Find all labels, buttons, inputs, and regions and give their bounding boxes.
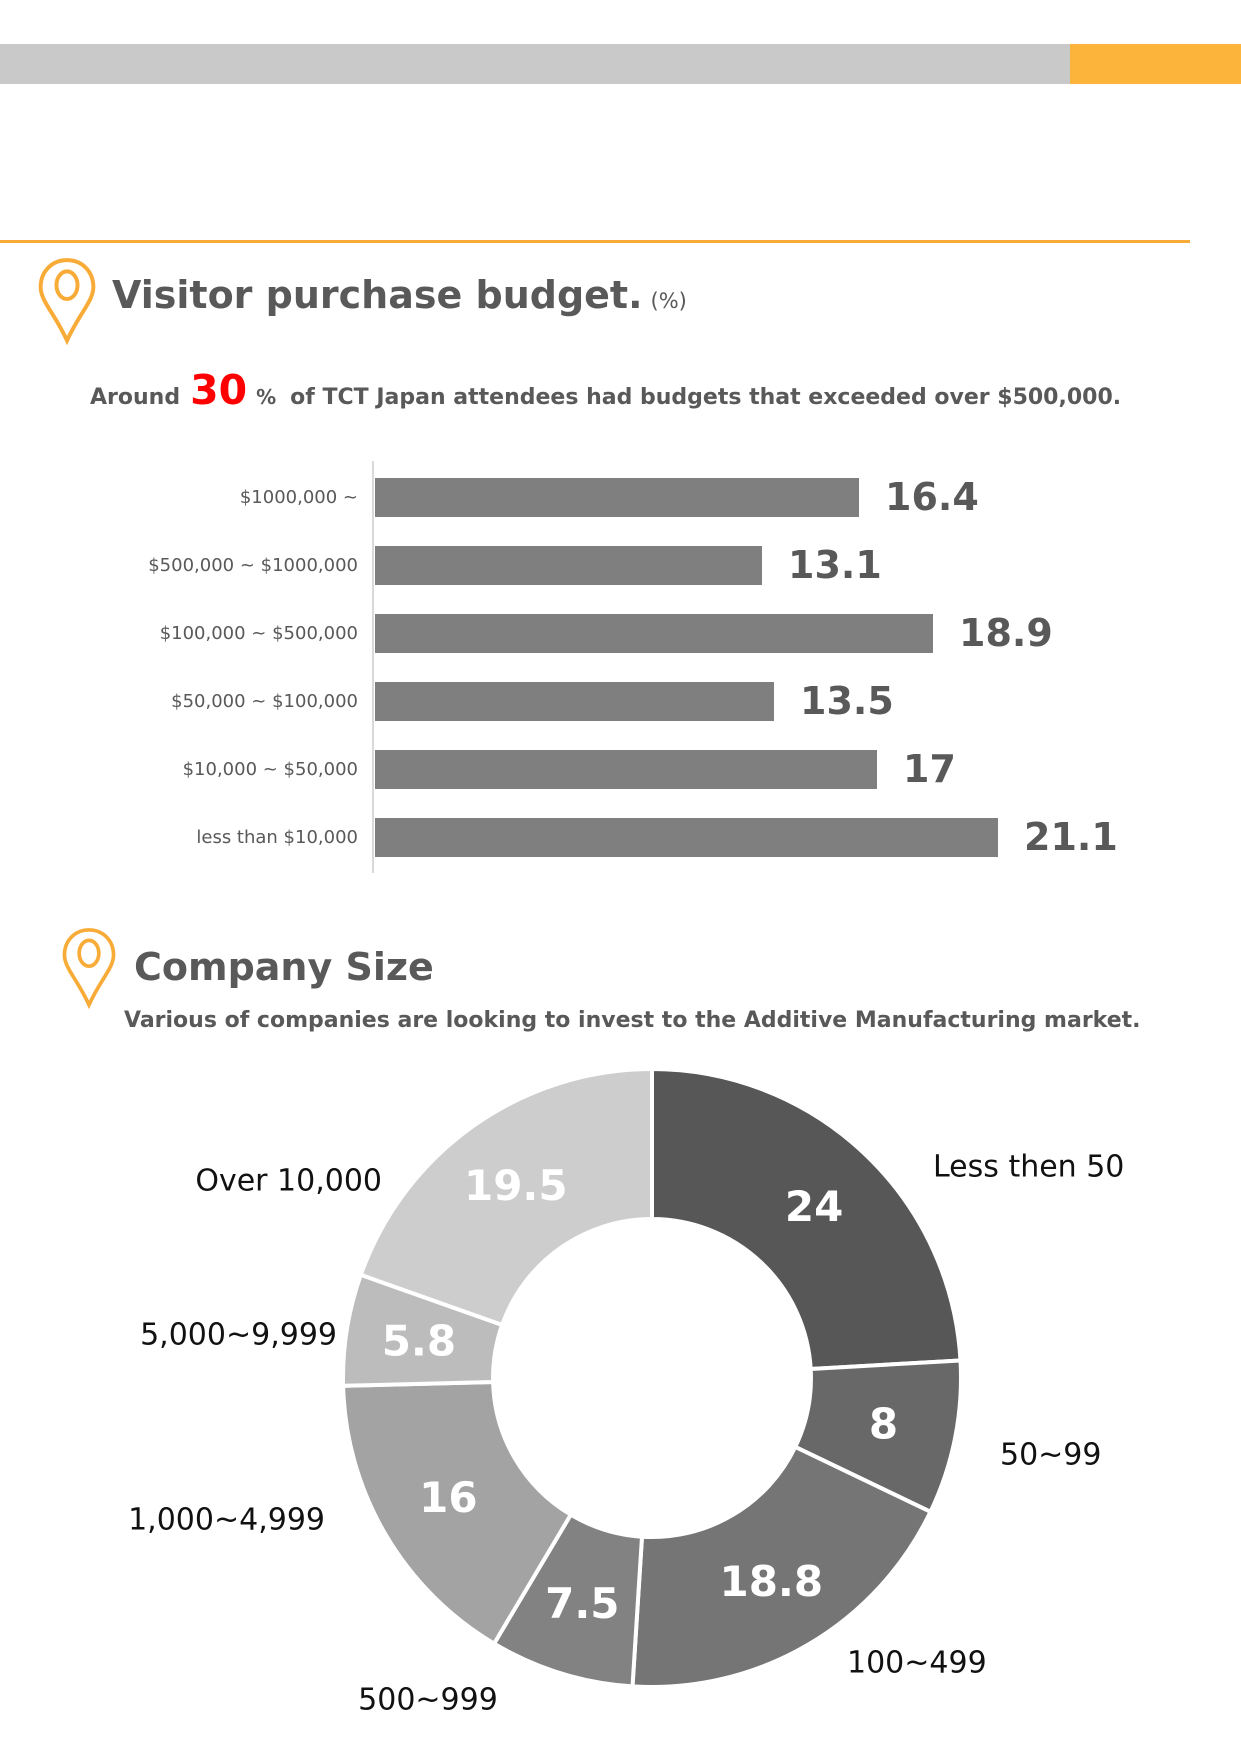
donut-category-label: 50~99 — [1000, 1438, 1101, 1473]
donut-value-label: 19.5 — [464, 1161, 568, 1210]
donut-segment — [341, 1379, 574, 1647]
bar-category-label: $1000,000 ~ — [239, 486, 358, 508]
bar-row: $1000,000 ~ 16.4 — [0, 463, 1140, 531]
budget-section-title: Visitor purchase budget. (%) — [112, 273, 687, 318]
budget-subtitle-prefix: Around — [90, 385, 181, 410]
section-divider-line — [0, 240, 1190, 243]
company-title-text: Company Size — [134, 945, 434, 989]
bar-value-label: 16.4 — [885, 475, 979, 519]
bar-value-label: 13.1 — [788, 543, 882, 587]
budget-subtitle-percent: % — [256, 385, 277, 409]
bar-category-label: $10,000 ~ $50,000 — [182, 758, 358, 780]
donut-category-label: Over 10,000 — [195, 1164, 382, 1199]
bar-value-label: 13.5 — [800, 679, 894, 723]
donut-value-label: 8 — [869, 1399, 898, 1448]
donut-value-label: 7.5 — [545, 1579, 619, 1628]
bar-row: less than $10,000 21.1 — [0, 803, 1140, 871]
bar — [375, 817, 998, 857]
donut-segment — [630, 1444, 934, 1689]
bar-category-label: $500,000 ~ $1000,000 — [148, 554, 358, 576]
bar-value-label: 18.9 — [959, 611, 1053, 655]
bar-row: $10,000 ~ $50,000 17 — [0, 735, 1140, 803]
donut-value-label: 24 — [785, 1182, 843, 1231]
map-pin-icon — [38, 258, 96, 345]
bar — [375, 545, 762, 585]
budget-title-text: Visitor purchase budget. — [112, 273, 643, 317]
bar — [375, 613, 933, 653]
bar-category-label: less than $10,000 — [196, 826, 358, 848]
donut-category-label: Less then 50 — [933, 1150, 1124, 1185]
budget-subtitle: Around 30% of TCT Japan attendees had budg… — [90, 366, 1121, 414]
donut-value-label: 18.8 — [719, 1557, 823, 1606]
header-accent-block — [1070, 44, 1241, 84]
company-section-title: Company Size — [134, 945, 434, 990]
donut-value-label: 5.8 — [382, 1316, 456, 1365]
bar-row: $100,000 ~ $500,000 18.9 — [0, 599, 1140, 667]
bar-row: $500,000 ~ $1000,000 13.1 — [0, 531, 1140, 599]
donut-category-label: 500~999 — [358, 1683, 498, 1718]
bar — [375, 681, 774, 721]
donut-segment — [358, 1066, 654, 1328]
company-subtitle: Various of companies are looking to inve… — [124, 1008, 1141, 1033]
donut-category-label: 1,000~4,999 — [128, 1503, 325, 1538]
donut-value-label: 16 — [419, 1473, 477, 1522]
budget-bar-chart: $1000,000 ~16.4 $500,000 ~ $1000,000 13.1 $… — [0, 461, 1140, 873]
bar — [375, 749, 877, 789]
chart-axis-line — [372, 461, 374, 873]
donut-segment — [650, 1066, 963, 1372]
company-size-donut-chart: 24 Less then 50 8 50~99 18.8 100~499 7.5 500~99… — [128, 1066, 1124, 1718]
bar — [375, 477, 859, 517]
donut-category-label: 100~499 — [847, 1646, 987, 1681]
map-pin-icon — [62, 928, 116, 1010]
budget-title-unit: (%) — [650, 289, 687, 313]
bar-category-label: $50,000 ~ $100,000 — [171, 690, 358, 712]
donut-category-label: 5,000~9,999 — [140, 1318, 337, 1353]
budget-subtitle-highlight: 30 — [190, 366, 248, 414]
header-bar — [0, 44, 1070, 84]
bar-value-label: 17 — [903, 747, 956, 791]
bar-row: $50,000 ~ $100,000 13.5 — [0, 667, 1140, 735]
bar-category-label: $100,000 ~ $500,000 — [159, 622, 358, 644]
budget-subtitle-rest: of TCT Japan attendees had budgets that … — [290, 385, 1122, 410]
bar-value-label: 21.1 — [1024, 815, 1118, 859]
